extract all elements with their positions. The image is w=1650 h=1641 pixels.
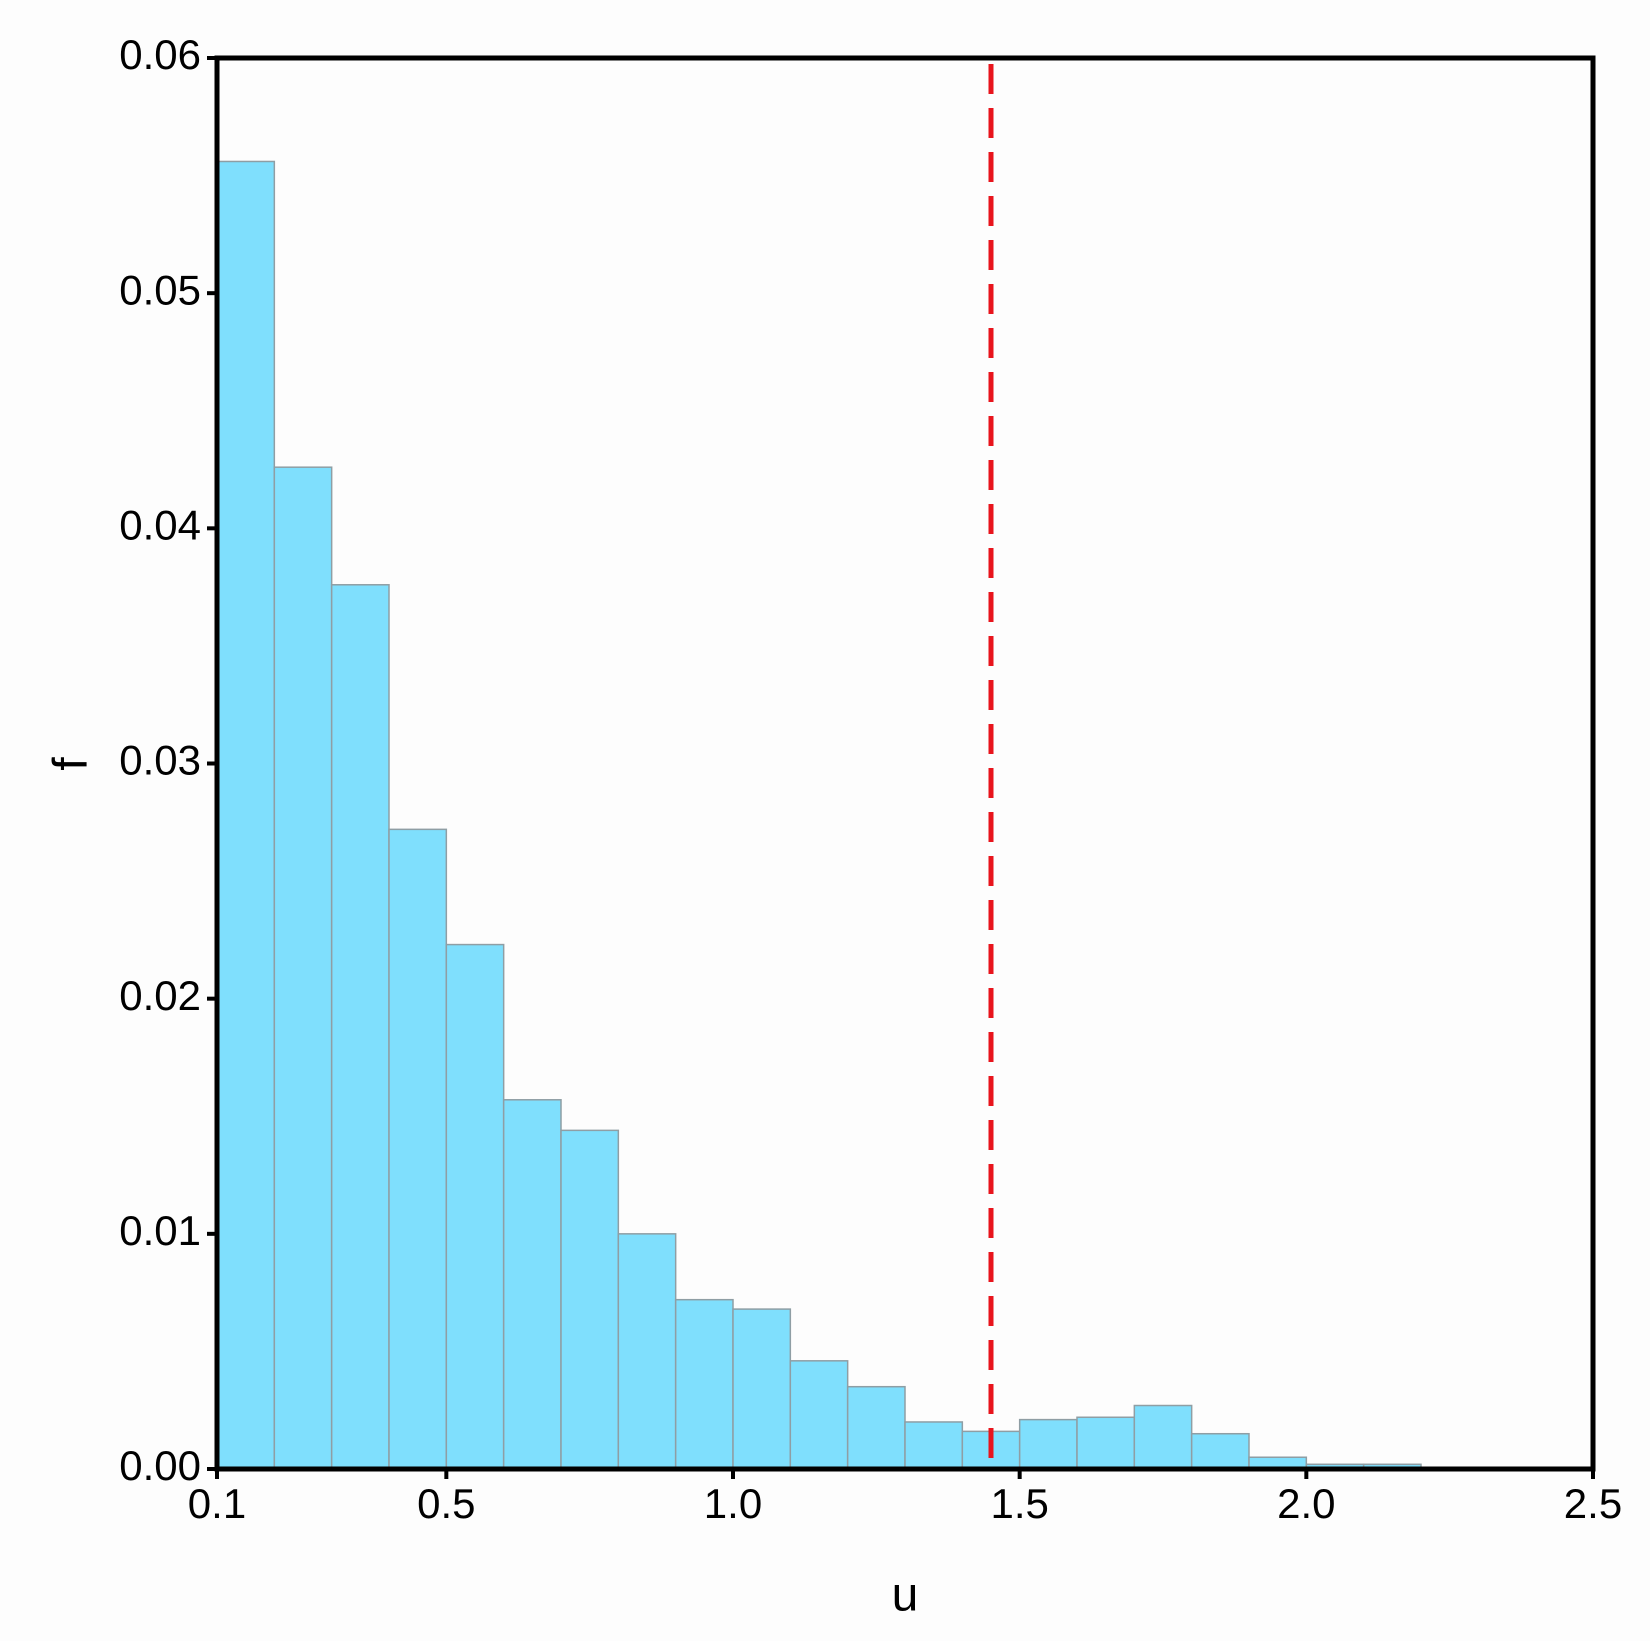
y-tick-label: 0.03 <box>119 737 201 784</box>
y-tick-label: 0.01 <box>119 1207 201 1254</box>
bar <box>846 1385 906 1470</box>
bar <box>1076 1416 1136 1470</box>
x-axis-label: u <box>892 1569 919 1622</box>
bar <box>789 1360 849 1470</box>
x-tick-label: 0.5 <box>417 1480 475 1527</box>
y-tick-label: 0.02 <box>119 972 201 1019</box>
y-tick-label: 0.04 <box>119 501 201 548</box>
bar <box>904 1421 964 1470</box>
x-tick-label: 2.0 <box>1277 1480 1335 1527</box>
x-tick-label: 1.5 <box>990 1480 1048 1527</box>
x-tick-label: 0.1 <box>188 1480 246 1527</box>
bar <box>502 1099 562 1470</box>
bar <box>445 943 505 1470</box>
y-tick-label: 0.05 <box>119 266 201 313</box>
bar <box>330 584 390 1470</box>
y-axis-label: f <box>45 757 98 771</box>
x-tick-label: 2.5 <box>1564 1480 1622 1527</box>
y-tick-label: 0.06 <box>119 31 201 78</box>
x-tick-label: 1.0 <box>704 1480 762 1527</box>
bar <box>560 1129 620 1470</box>
bar <box>732 1308 792 1470</box>
y-tick-label: 0.00 <box>119 1442 201 1489</box>
bar <box>388 828 448 1470</box>
bar <box>617 1233 677 1470</box>
bar <box>1133 1404 1193 1470</box>
bar <box>674 1298 734 1470</box>
bar <box>1190 1432 1250 1470</box>
bar <box>273 466 333 1470</box>
bar <box>1018 1418 1078 1470</box>
bar <box>216 160 276 1470</box>
